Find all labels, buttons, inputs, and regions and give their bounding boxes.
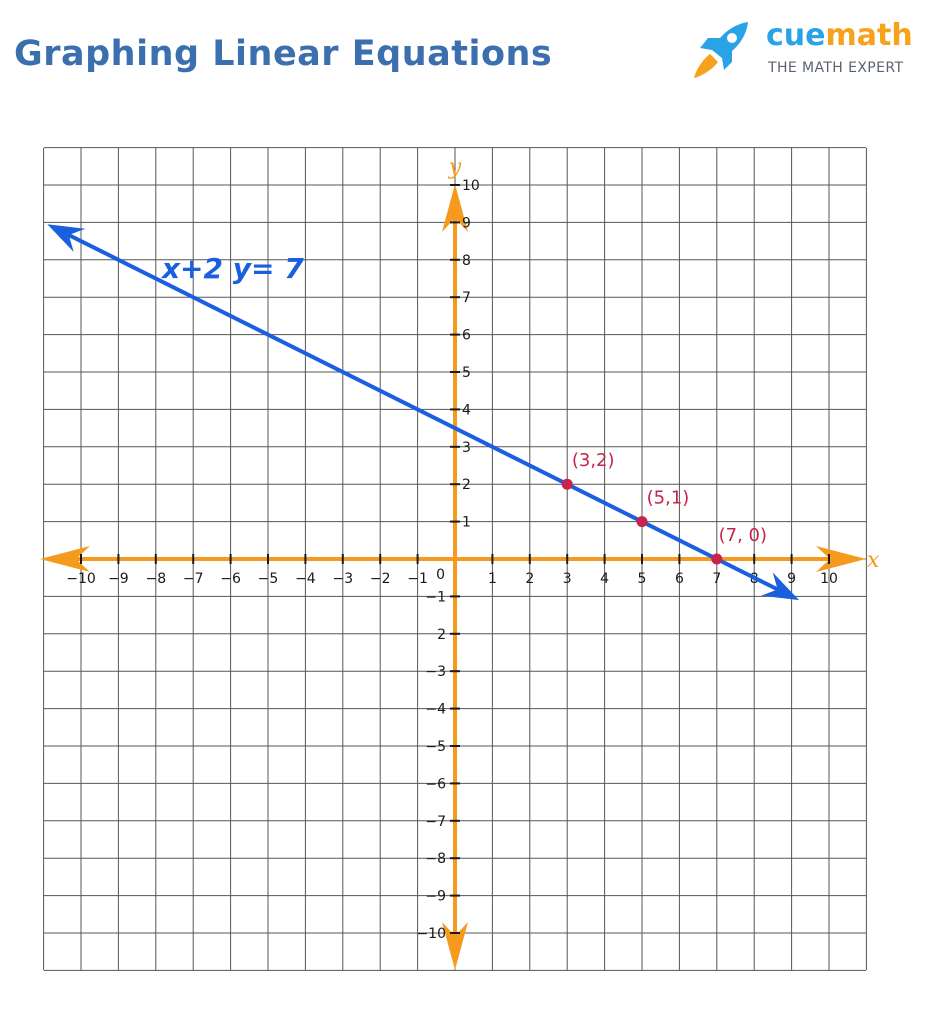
- origin-label: 0: [436, 567, 445, 583]
- x-tick-label: 2: [525, 571, 534, 587]
- line-arrow-right: [761, 572, 800, 601]
- y-tick-label: 9: [462, 215, 471, 231]
- x-tick-label: −5: [258, 571, 279, 587]
- y-tick-label: −10: [416, 926, 446, 942]
- data-point: (3,2): [561, 450, 615, 490]
- rocket-icon: [694, 22, 748, 78]
- point-label: (5,1): [647, 488, 690, 509]
- x-tick-label: 3: [563, 571, 572, 587]
- x-tick-label: 5: [638, 571, 647, 587]
- equation-line: [58, 228, 788, 596]
- data-point: (5,1): [636, 488, 690, 528]
- y-tick-label: 1: [462, 515, 471, 531]
- line-arrow-left: [47, 224, 86, 252]
- brand-name-cue: cue: [766, 18, 826, 53]
- y-tick-label: −3: [425, 664, 446, 680]
- x-tick-label: −7: [183, 571, 204, 587]
- point-marker: [636, 516, 648, 528]
- x-axis-label: x: [867, 548, 880, 573]
- x-tick-label: 4: [600, 571, 609, 587]
- y-tick-label: 2: [437, 627, 446, 643]
- x-axis-arrow-right: [816, 546, 866, 572]
- x-tick-label: 10: [820, 571, 838, 587]
- x-tick-label: −10: [66, 571, 96, 587]
- x-tick-label: −1: [407, 571, 428, 587]
- y-tick-label: −7: [425, 814, 446, 830]
- page-title: Graphing Linear Equations: [14, 34, 553, 74]
- y-axis-arrow-up: [442, 184, 468, 232]
- y-tick-label: −4: [425, 702, 446, 718]
- cuemath-logo: cuemath THE MATH EXPERT: [686, 16, 916, 88]
- x-axis-arrow-left: [40, 546, 90, 572]
- x-tick-label: −3: [332, 571, 353, 587]
- y-tick-label: 2: [462, 477, 471, 493]
- y-tick-label: 4: [462, 402, 471, 418]
- brand-tagline: THE MATH EXPERT: [768, 60, 904, 76]
- point-marker: [561, 478, 573, 490]
- y-tick-label: −6: [425, 776, 446, 792]
- y-tick-label: 7: [462, 290, 471, 306]
- series-line: x+2 y= 7: [47, 224, 800, 601]
- y-tick-label: 6: [462, 328, 471, 344]
- x-tick-label: −2: [370, 571, 391, 587]
- y-tick-label: −9: [425, 889, 446, 905]
- y-tick-label: 5: [462, 365, 471, 381]
- x-tick-label: −9: [108, 571, 129, 587]
- x-tick-label: −6: [220, 571, 241, 587]
- equation-label: x+2 y= 7: [160, 252, 304, 285]
- x-tick-label: 1: [488, 571, 497, 587]
- y-tick-label: −8: [425, 851, 446, 867]
- y-tick-label: 8: [462, 253, 471, 269]
- x-tick-label: 9: [787, 571, 796, 587]
- y-tick-label: 10: [462, 178, 480, 194]
- y-tick-label: −5: [425, 739, 446, 755]
- y-axis-arrow-down: [442, 922, 468, 970]
- point-label: (3,2): [572, 450, 615, 471]
- point-marker: [711, 553, 723, 565]
- brand-name-math: math: [825, 18, 913, 53]
- y-axis-label: y: [448, 155, 462, 180]
- tick-labels: −10−9−8−7−6−5−4−3−2−11234567891010987654…: [66, 178, 838, 942]
- y-tick-label: 3: [462, 440, 471, 456]
- data-point: (7, 0): [711, 525, 767, 565]
- point-label: (7, 0): [719, 525, 767, 546]
- x-tick-label: 6: [675, 571, 684, 587]
- x-tick-label: −8: [145, 571, 166, 587]
- brand-name: cuemath: [766, 18, 913, 53]
- y-tick-label: −1: [425, 589, 446, 605]
- x-tick-label: 7: [712, 571, 721, 587]
- x-tick-label: −4: [295, 571, 316, 587]
